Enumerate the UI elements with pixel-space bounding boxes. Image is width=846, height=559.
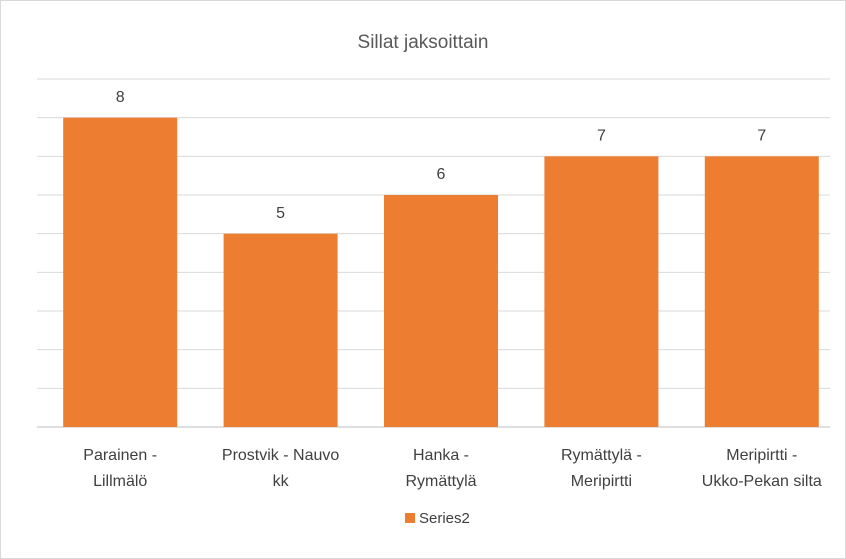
data-label: 8	[116, 89, 125, 106]
data-label: 7	[597, 128, 606, 145]
x-tick-label: Rymättylä - Meripirtti	[560, 447, 642, 490]
bar	[63, 117, 178, 428]
chart-title: Sillat jaksoittain	[358, 32, 489, 53]
x-tick-label: Meripirtti - Ukko-Pekan silta	[701, 447, 822, 490]
x-tick-label: Hanka - Rymättylä	[405, 447, 477, 490]
bar	[544, 156, 659, 428]
bar	[704, 156, 819, 428]
data-label: 7	[757, 128, 766, 145]
x-tick-label: Prostvik - Nauvo kk	[221, 447, 340, 490]
x-tick-label: Parainen - Lillmälö	[83, 447, 158, 490]
data-label: 6	[437, 166, 446, 183]
legend-swatch	[405, 513, 415, 523]
bar	[384, 195, 498, 427]
legend-label: Series2	[419, 510, 470, 527]
data-label: 5	[276, 205, 285, 222]
bar	[223, 233, 338, 427]
